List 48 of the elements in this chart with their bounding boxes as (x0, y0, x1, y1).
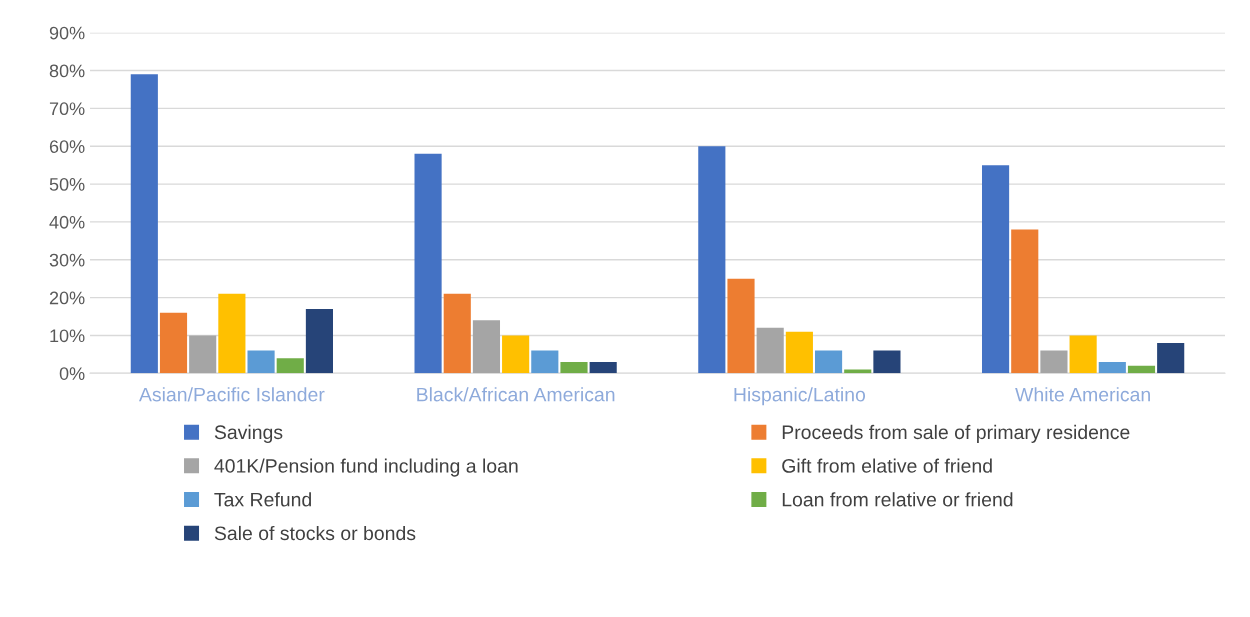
bar (1127, 365, 1156, 374)
bar (443, 293, 471, 374)
bar (1040, 350, 1068, 374)
bar (276, 358, 304, 374)
x-tick-label: Hispanic/Latino (734, 387, 866, 406)
x-tick-label: Black/African American (417, 387, 615, 402)
legend-label: Savings (214, 424, 283, 443)
bar (1011, 229, 1039, 374)
legend-label: Loan from relative or friend (782, 492, 1013, 507)
bar (727, 278, 755, 374)
y-tick-label: 50% (49, 178, 85, 191)
y-tick-label: 30% (49, 253, 85, 267)
y-tick-label: 80% (49, 64, 85, 78)
bar (1069, 335, 1097, 374)
y-tick-label: 60% (49, 140, 85, 153)
bar (873, 350, 901, 374)
bar (756, 327, 784, 374)
x-tick-label: Asian/Pacific Islander (138, 387, 325, 402)
y-tick-label: 0% (59, 367, 85, 381)
bar (502, 335, 530, 374)
bar (472, 320, 501, 374)
bar (305, 308, 333, 374)
bar (247, 350, 275, 374)
bar (531, 350, 559, 374)
legend-label: 401K/Pension fund including a loan (214, 458, 518, 477)
y-tick-label: 20% (49, 291, 85, 305)
bar (1157, 343, 1185, 374)
bar (414, 153, 442, 374)
y-tick-label: 90% (49, 26, 85, 40)
bar (159, 312, 188, 374)
y-tick-label: 70% (49, 102, 85, 116)
bar (218, 293, 246, 374)
x-tick-label: White American (1015, 387, 1150, 402)
legend-label: Sale of stocks or bonds (214, 525, 416, 541)
legend-label: Gift from elative of friend (782, 458, 992, 473)
legend-label: Tax Refund (214, 492, 311, 507)
y-tick-label: 10% (50, 329, 85, 343)
y-tick-label: 40% (49, 215, 85, 229)
bar (589, 361, 617, 374)
bar (785, 331, 813, 374)
bar (560, 361, 588, 374)
bar (698, 146, 726, 374)
bar (189, 335, 217, 374)
bar (130, 74, 158, 374)
bar (982, 165, 1010, 374)
bar (1098, 361, 1126, 374)
bar (814, 350, 843, 374)
legend-label: Proceeds from sale of primary residence (782, 424, 1130, 443)
